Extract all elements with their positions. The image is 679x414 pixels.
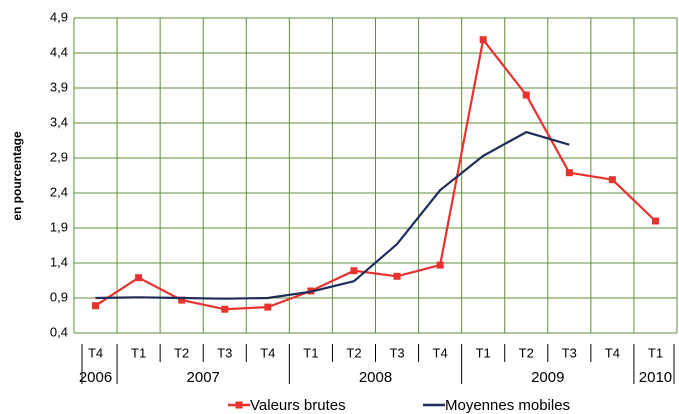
x-tick-label: T4 — [88, 345, 103, 360]
y-tick-label: 0,4 — [50, 324, 68, 339]
data-point — [393, 272, 401, 280]
data-point — [522, 91, 530, 99]
y-tick-label: 2,4 — [50, 184, 68, 199]
x-tick-label: T4 — [605, 345, 620, 360]
data-point — [436, 261, 444, 269]
y-tick-label: 1,9 — [50, 219, 68, 234]
x-tick-label: T4 — [433, 345, 448, 360]
y-tick-label: 0,9 — [50, 289, 68, 304]
year-label: 2006 — [79, 369, 112, 386]
data-point — [92, 302, 100, 310]
data-point — [221, 305, 229, 313]
legend-label: Moyennes mobiles — [445, 397, 570, 414]
y-axis-label: en pourcentage — [10, 131, 24, 221]
year-label: 2008 — [359, 369, 392, 386]
x-tick-label: T3 — [389, 345, 404, 360]
data-point — [264, 303, 272, 311]
year-label: 2010 — [639, 369, 672, 386]
y-tick-label: 2,9 — [50, 149, 68, 164]
y-tick-label: 3,4 — [50, 114, 68, 129]
data-point — [479, 36, 487, 44]
y-tick-label: 3,9 — [50, 79, 68, 94]
x-tick-label: T3 — [217, 345, 232, 360]
x-tick-label: T3 — [562, 345, 577, 360]
x-tick-label: T1 — [303, 345, 318, 360]
year-label: 2007 — [187, 369, 220, 386]
legend-label: Valeurs brutes — [250, 397, 346, 414]
data-point — [565, 169, 573, 177]
legend-marker — [235, 401, 243, 409]
data-point — [135, 274, 143, 282]
series-line — [95, 131, 570, 300]
data-point — [350, 267, 358, 275]
x-tick-label: T2 — [346, 345, 361, 360]
x-tick-label: T1 — [131, 345, 146, 360]
year-label: 2009 — [531, 369, 564, 386]
series-line — [94, 38, 657, 311]
x-tick-label: T4 — [260, 345, 275, 360]
y-tick-label: 1,4 — [50, 254, 68, 269]
x-tick-label: T2 — [519, 345, 534, 360]
y-tick-label: 4,9 — [50, 9, 68, 24]
data-point — [178, 296, 186, 304]
x-tick-label: T2 — [174, 345, 189, 360]
data-point — [608, 176, 616, 184]
y-tick-label: 4,4 — [50, 44, 68, 59]
x-tick-label: T1 — [648, 345, 663, 360]
x-tick-label: T1 — [476, 345, 491, 360]
data-point — [651, 217, 659, 225]
